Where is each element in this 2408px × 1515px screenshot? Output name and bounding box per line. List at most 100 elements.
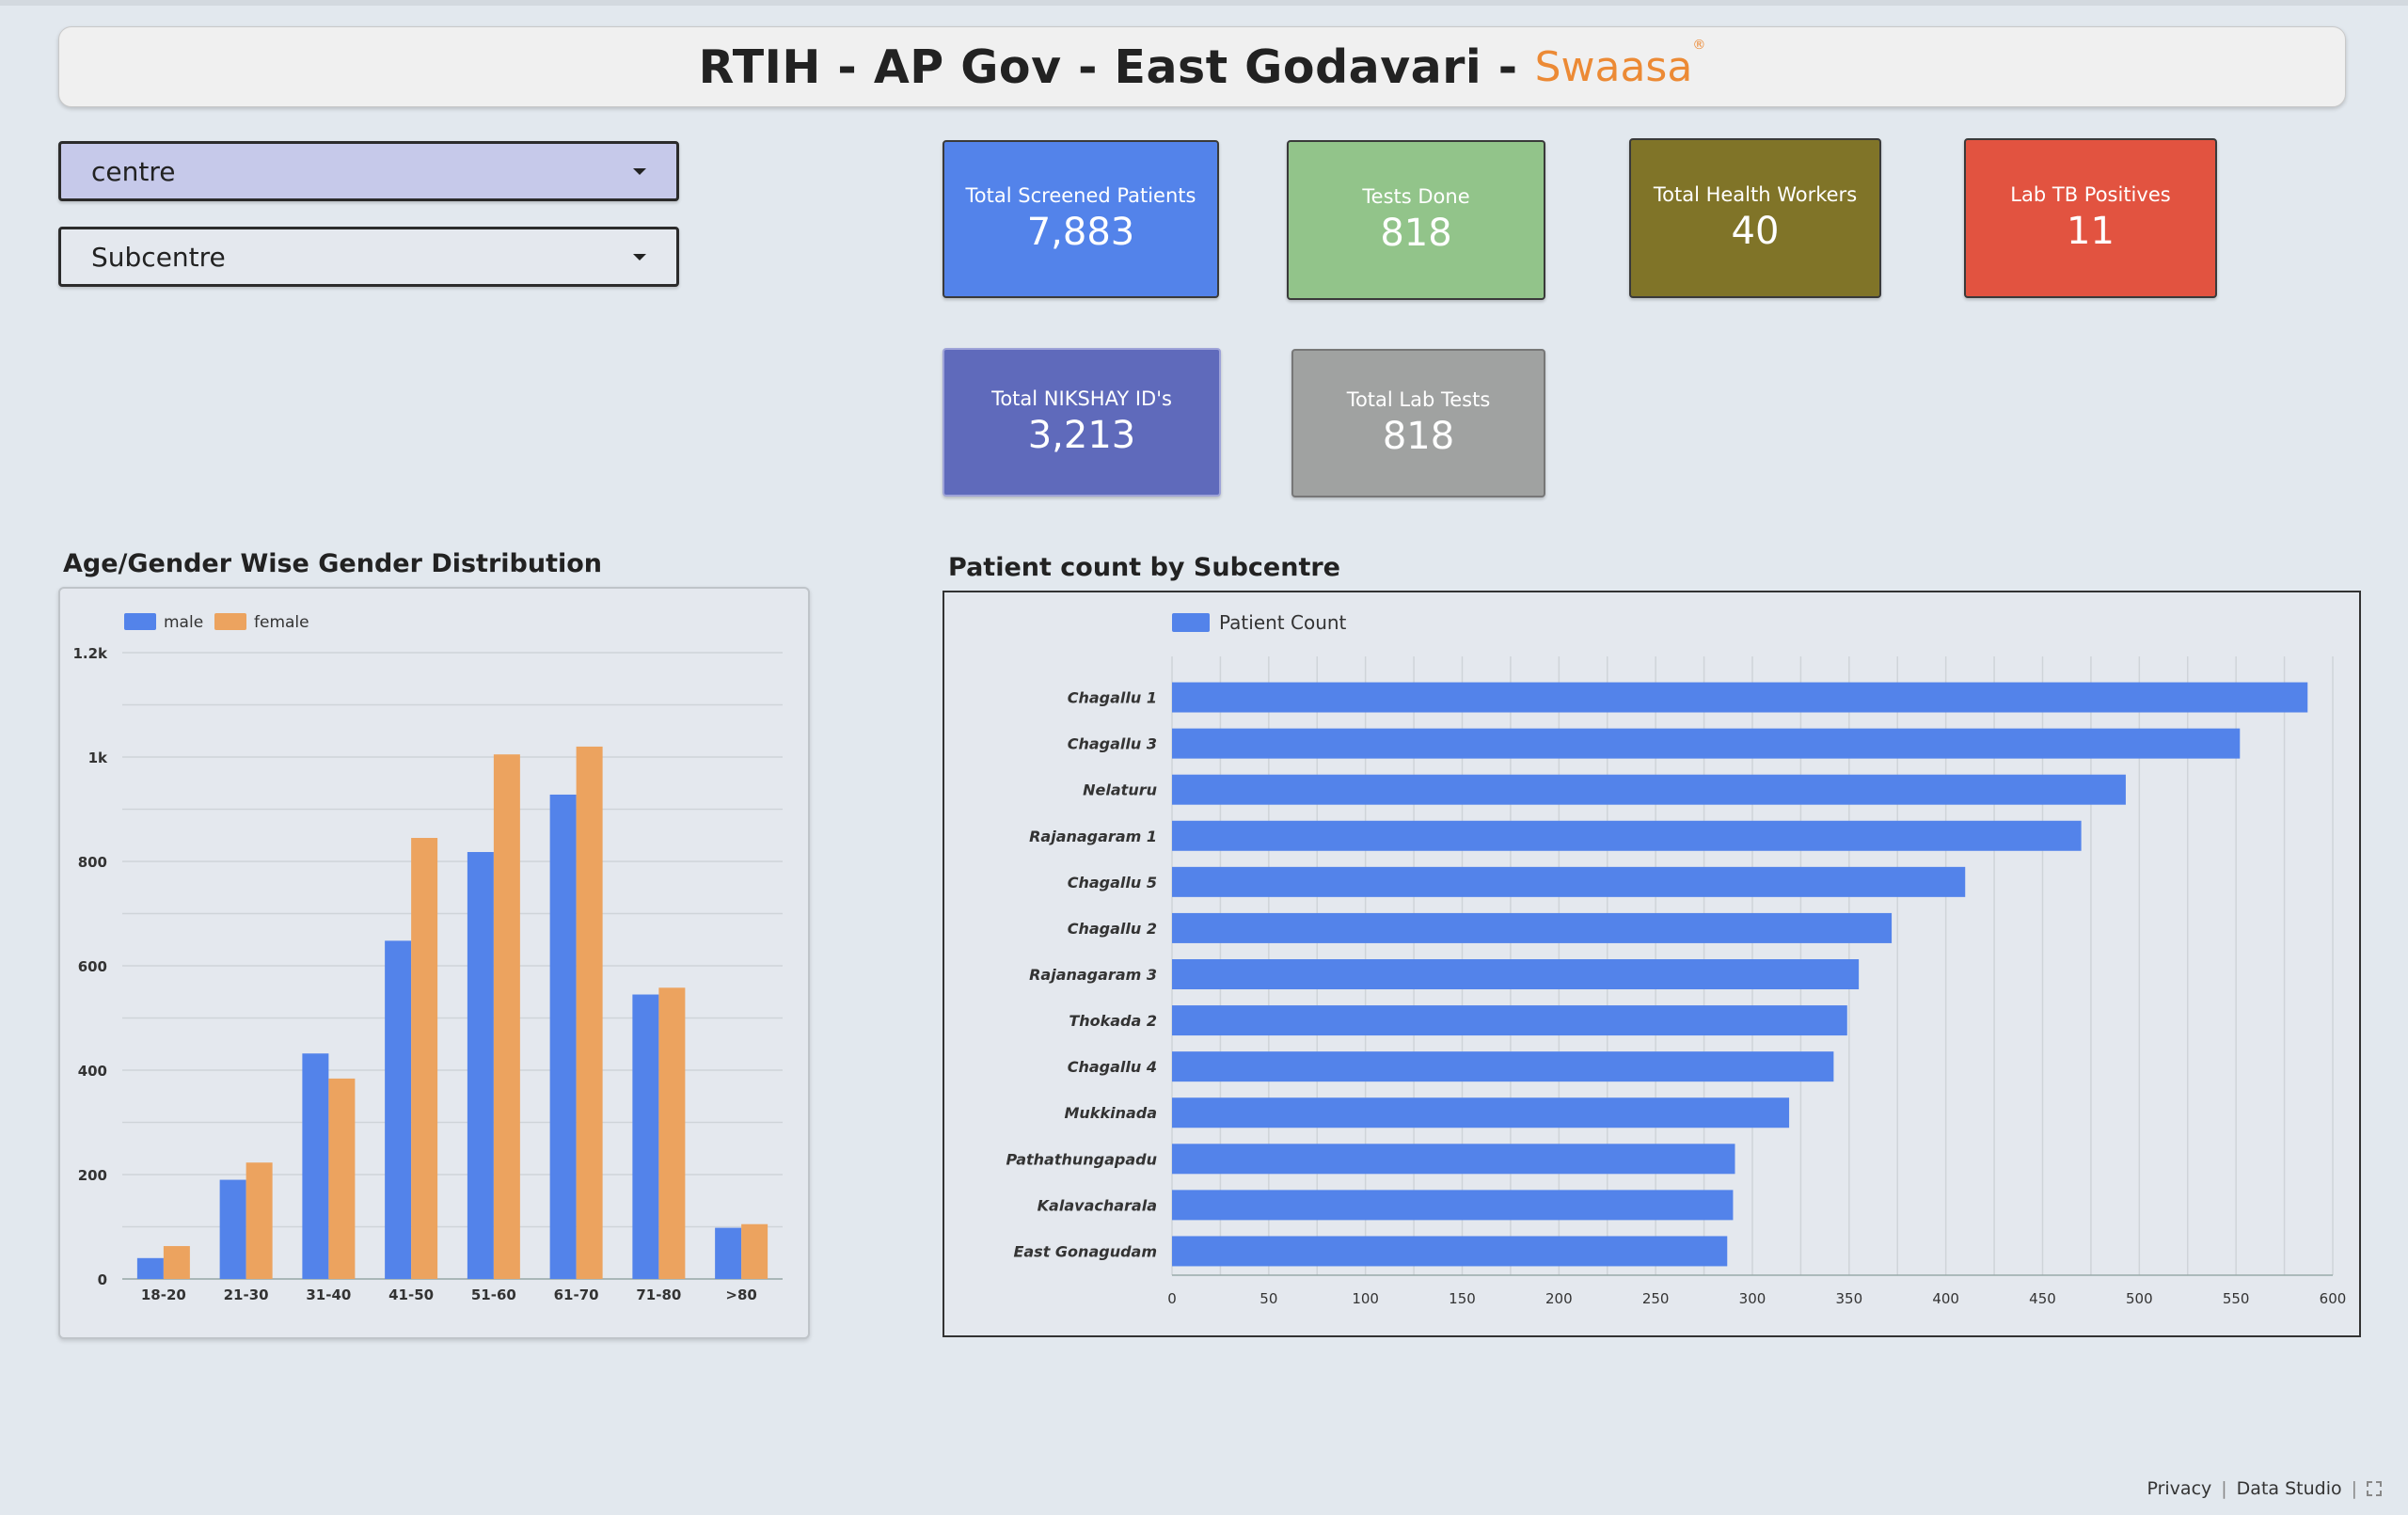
page-title: RTIH - AP Gov - East Godavari - xyxy=(698,39,1518,94)
legend-label: female xyxy=(254,613,309,632)
x-tick-label: 450 xyxy=(2029,1290,2056,1307)
bar-male-18-20 xyxy=(136,1257,164,1279)
bar-Pathathungapadu xyxy=(1172,1144,1735,1175)
kpi-label: Total NIKSHAY ID's xyxy=(991,387,1172,410)
kpi-tests-done: Tests Done 818 xyxy=(1287,140,1545,300)
x-tick-label: 250 xyxy=(1642,1290,1670,1307)
bar-East Gonagudam xyxy=(1172,1236,1728,1267)
bar-Mukkinada xyxy=(1172,1097,1790,1128)
kpi-label: Tests Done xyxy=(1362,185,1470,208)
y-category-label: Chagallu 2 xyxy=(1068,920,1157,938)
bar-female-18-20 xyxy=(163,1246,190,1279)
swaasa-logo: Swaasa® xyxy=(1534,37,1706,91)
legend-swatch xyxy=(1172,613,1210,632)
x-tick-label: 600 xyxy=(2320,1290,2347,1307)
legend-label: male xyxy=(164,613,203,632)
kpi-label: Total Health Workers xyxy=(1653,183,1858,206)
y-tick-label: 1.2k xyxy=(72,645,108,662)
bar-Chagallu 3 xyxy=(1172,728,2241,759)
legend-label: Patient Count xyxy=(1219,611,1347,634)
kpi-lab-tb-positives: Lab TB Positives 11 xyxy=(1964,138,2217,298)
y-category-label: Mukkinada xyxy=(1064,1104,1157,1122)
bar-Chagallu 1 xyxy=(1172,682,2308,713)
kpi-label: Total Lab Tests xyxy=(1346,388,1491,411)
data-studio-link[interactable]: Data Studio xyxy=(2236,1478,2342,1499)
kpi-value: 40 xyxy=(1731,210,1780,253)
age-chart-title: Age/Gender Wise Gender Distribution xyxy=(63,549,603,578)
footer: Privacy | Data Studio | xyxy=(2147,1478,2382,1499)
x-tick-label: 150 xyxy=(1449,1290,1476,1307)
legend-swatch xyxy=(214,613,246,630)
kpi-total-lab-tests: Total Lab Tests 818 xyxy=(1291,349,1545,497)
bar-Rajanagaram 3 xyxy=(1172,959,1860,989)
kpi-label: Total Screened Patients xyxy=(965,184,1196,207)
kpi-value: 11 xyxy=(2067,210,2115,253)
fullscreen-icon[interactable] xyxy=(2367,1481,2382,1496)
subcentre-dropdown-label: Subcentre xyxy=(91,241,226,273)
age-gender-chart-panel: 0 200 400 600 800 1k 1.2k 18-20 21-30 31-40 41-50 5… xyxy=(58,587,810,1339)
x-tick-label: 100 xyxy=(1352,1290,1379,1307)
centre-dropdown[interactable]: centre xyxy=(58,141,679,201)
y-category-label: Chagallu 4 xyxy=(1068,1058,1157,1076)
kpi-value: 3,213 xyxy=(1027,414,1136,457)
x-tick-label: 71-80 xyxy=(636,1286,681,1303)
x-tick-label: 61-70 xyxy=(554,1286,599,1303)
bar-male-21-30 xyxy=(219,1179,246,1279)
bar-Chagallu 2 xyxy=(1172,912,1893,943)
bar-female-31-40 xyxy=(328,1078,356,1279)
y-tick-label: 1k xyxy=(88,750,108,766)
bar-male->80 xyxy=(715,1227,742,1279)
kpi-value: 7,883 xyxy=(1026,211,1135,254)
kpi-value: 818 xyxy=(1380,212,1452,255)
y-tick-label: 400 xyxy=(78,1063,107,1080)
privacy-link[interactable]: Privacy xyxy=(2147,1478,2212,1499)
y-category-label: Thokada 2 xyxy=(1069,1012,1157,1030)
bar-male-71-80 xyxy=(632,994,659,1279)
y-category-label: Kalavacharala xyxy=(1038,1196,1157,1214)
x-tick-label: 550 xyxy=(2223,1290,2250,1307)
bar-female-61-70 xyxy=(576,746,603,1279)
bar-female-41-50 xyxy=(411,838,438,1279)
kpi-value: 818 xyxy=(1382,415,1455,458)
y-tick-label: 0 xyxy=(98,1271,107,1288)
y-category-label: Chagallu 5 xyxy=(1068,874,1157,892)
bar-Nelaturu xyxy=(1172,774,2126,805)
bar-Thokada 2 xyxy=(1172,1005,1847,1036)
kpi-label: Lab TB Positives xyxy=(2010,183,2171,206)
x-tick-label: 350 xyxy=(1836,1290,1863,1307)
x-tick-label: 51-60 xyxy=(471,1286,516,1303)
y-category-label: Pathathungapadu xyxy=(1006,1150,1158,1168)
caret-down-icon xyxy=(633,254,646,260)
kpi-total-screened-patients: Total Screened Patients 7,883 xyxy=(943,140,1219,298)
y-tick-label: 800 xyxy=(78,854,107,871)
y-category-label: East Gonagudam xyxy=(1013,1242,1157,1260)
x-tick-label: 400 xyxy=(1932,1290,1959,1307)
x-tick-label: 0 xyxy=(1167,1290,1177,1307)
caret-down-icon xyxy=(633,168,646,175)
y-category-label: Chagallu 1 xyxy=(1068,689,1157,707)
dashboard-header: RTIH - AP Gov - East Godavari - Swaasa® xyxy=(58,26,2346,107)
bar-female-71-80 xyxy=(658,987,686,1279)
top-strip xyxy=(0,0,2408,6)
centre-dropdown-label: centre xyxy=(91,155,176,187)
x-tick-label: 500 xyxy=(2126,1290,2153,1307)
y-category-label: Nelaturu xyxy=(1083,781,1157,799)
x-tick-label: 41-50 xyxy=(388,1286,434,1303)
y-category-label: Rajanagaram 3 xyxy=(1029,966,1157,984)
bar-male-51-60 xyxy=(467,852,494,1279)
x-tick-label: 18-20 xyxy=(141,1286,186,1303)
subcentre-dropdown[interactable]: Subcentre xyxy=(58,227,679,287)
y-tick-label: 600 xyxy=(78,958,107,975)
x-tick-label: >80 xyxy=(725,1286,756,1303)
bar-Rajanagaram 1 xyxy=(1172,820,2082,851)
kpi-total-health-workers: Total Health Workers 40 xyxy=(1629,138,1881,298)
bar-male-61-70 xyxy=(549,794,577,1279)
bar-Kalavacharala xyxy=(1172,1190,1734,1221)
legend-swatch xyxy=(124,613,156,630)
bar-Chagallu 5 xyxy=(1172,866,1966,897)
y-category-label: Rajanagaram 1 xyxy=(1029,828,1157,845)
age-gender-chart: 0 200 400 600 800 1k 1.2k 18-20 21-30 31-40 41-50 5… xyxy=(72,613,783,1303)
x-tick-label: 31-40 xyxy=(306,1286,351,1303)
subcentre-chart: 0 50 100 150 200 250 300 350 400 450 500 550 600 Chag… xyxy=(1006,611,2347,1307)
y-tick-label: 200 xyxy=(78,1167,107,1184)
